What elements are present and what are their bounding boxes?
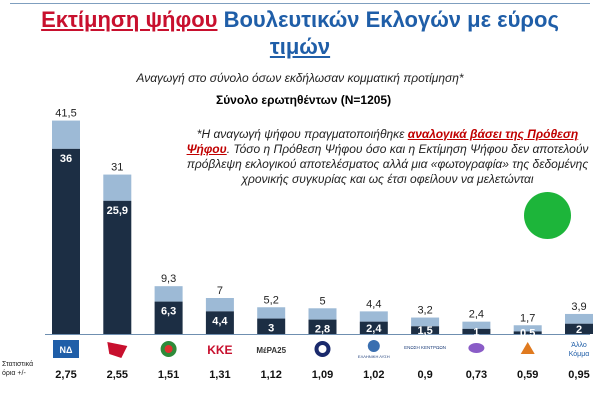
data-label-low-5: 3: [268, 323, 274, 335]
status-indicator-dot: [524, 192, 571, 239]
margin-of-error-7: 1,02: [363, 369, 384, 381]
methodology-note: *Η αναγωγή ψήφου πραγματοποιήθηκε αναλογ…: [185, 127, 590, 187]
pasok-logo-inner: [164, 345, 173, 353]
data-label-low-10: 0,5: [520, 328, 535, 340]
bar-upper-10: [513, 325, 542, 332]
margin-of-error-9: 0,73: [466, 369, 487, 381]
subtitle: Αναγωγή στο σύνολο όσων εκδήλωσαν κομματ…: [136, 71, 464, 85]
data-label-high-9: 2,4: [469, 309, 484, 321]
title-part-2: Βουλευτικών Εκλογών με εύρος: [223, 7, 559, 32]
margin-of-error-10: 0,59: [517, 369, 538, 381]
bar-upper-8: [411, 317, 440, 327]
data-label-high-1: 41,5: [55, 108, 76, 120]
bar-lower-2: [103, 200, 132, 334]
data-label-high-4: 7: [217, 285, 223, 297]
other-party-label-line-2: Κόμμα: [569, 350, 590, 358]
note-text-before: *Η αναγωγή ψήφου πραγματοποιήθηκε: [196, 127, 408, 141]
margin-of-error-3: 1,51: [158, 369, 179, 381]
bar-upper-4: [205, 298, 234, 312]
nd-logo-icon: [53, 340, 79, 358]
note-text-after: . Τόσο η Πρόθεση Ψήφου όσο και η Εκτίμησ…: [186, 142, 589, 186]
kke-logo-icon: ΚΚΕ: [207, 343, 232, 357]
data-label-high-8: 3,2: [417, 305, 432, 317]
margin-of-error-label: Στατιστικά όρια +/-: [2, 361, 34, 377]
margin-of-error-4: 1,31: [209, 369, 230, 381]
bar-lower-5: [257, 318, 286, 334]
data-label-low-9: 1: [473, 326, 479, 338]
bar-lower-6: [308, 319, 337, 334]
margin-of-error-5: 1,12: [260, 369, 281, 381]
data-label-high-2: 31: [111, 162, 123, 174]
margin-of-error-1: 2,75: [55, 369, 76, 381]
data-label-low-6: 2,8: [315, 324, 330, 336]
margin-of-error-2: 2,55: [107, 369, 128, 381]
bar-lower-11: [565, 323, 593, 334]
data-label-high-7: 4,4: [366, 298, 381, 310]
note-highlight: αναλογικά βάσει της Πρόθεση Ψήφου: [186, 127, 579, 156]
nd-logo-text: ΝΔ: [60, 345, 73, 355]
data-label-low-4: 4,4: [212, 315, 228, 327]
bar-lower-8: [411, 326, 440, 334]
title-part-1: Εκτίμηση ψήφου: [41, 7, 218, 32]
bar-upper-3: [154, 286, 183, 302]
data-label-high-3: 9,3: [161, 273, 176, 285]
syriza-logo-icon: [107, 342, 128, 358]
party6-logo-inner: [318, 345, 327, 353]
other-party-label-line-1: Άλλο: [571, 342, 587, 349]
margin-of-error-6: 1,09: [312, 369, 333, 381]
bar-upper-9: [462, 321, 491, 329]
data-label-high-6: 5: [319, 295, 325, 307]
data-label-high-11: 3,9: [571, 301, 586, 313]
title-part-3: τιμών: [269, 34, 331, 59]
data-label-low-2: 25,9: [107, 205, 128, 217]
bar-upper-7: [359, 311, 388, 322]
party9-logo-icon: [468, 343, 485, 353]
bar-lower-3: [154, 301, 183, 334]
bar-upper-1: [52, 120, 80, 149]
data-label-low-3: 6,3: [161, 306, 176, 318]
data-label-low-1: 36: [60, 153, 72, 165]
bar-lower-4: [205, 311, 234, 334]
bar-upper-2: [103, 174, 132, 201]
page-title: Εκτίμηση ψήφου Βουλευτικών Εκλογών με εύ…: [0, 6, 600, 34]
bar-upper-6: [308, 308, 337, 320]
margin-of-error-11: 0,95: [568, 369, 589, 381]
data-label-high-10: 1,7: [520, 312, 535, 324]
bar-upper-5: [257, 307, 286, 319]
bar-lower-1: [52, 148, 80, 334]
data-label-low-7: 2,4: [366, 323, 382, 335]
bar-lower-9: [462, 328, 491, 334]
mera25-logo-icon: ΜέΡΑ25: [256, 346, 286, 355]
elliniki-lysi-logo-text: ΕΛΛΗΝΙΚΗ ΛΥΣΗ: [358, 354, 390, 359]
bar-upper-11: [565, 313, 593, 324]
margin-of-error-8: 0,9: [417, 369, 432, 381]
data-label-low-8: 1,5: [417, 325, 432, 337]
bar-lower-10: [513, 331, 542, 334]
elliniki-lysi-logo-icon: [367, 340, 380, 352]
sample-size: Σύνολο ερωτηθέντων (Ν=1205): [216, 93, 392, 107]
party10-logo-icon: [520, 342, 535, 354]
enosi-kentroon-logo-icon: ΕΝΩΣΗ ΚΕΝΤΡΩΩΝ: [404, 345, 446, 350]
data-label-low-11: 2: [576, 324, 582, 336]
bar-lower-7: [359, 321, 388, 334]
top-rule: [10, 3, 590, 4]
data-label-high-5: 5,2: [264, 294, 279, 306]
